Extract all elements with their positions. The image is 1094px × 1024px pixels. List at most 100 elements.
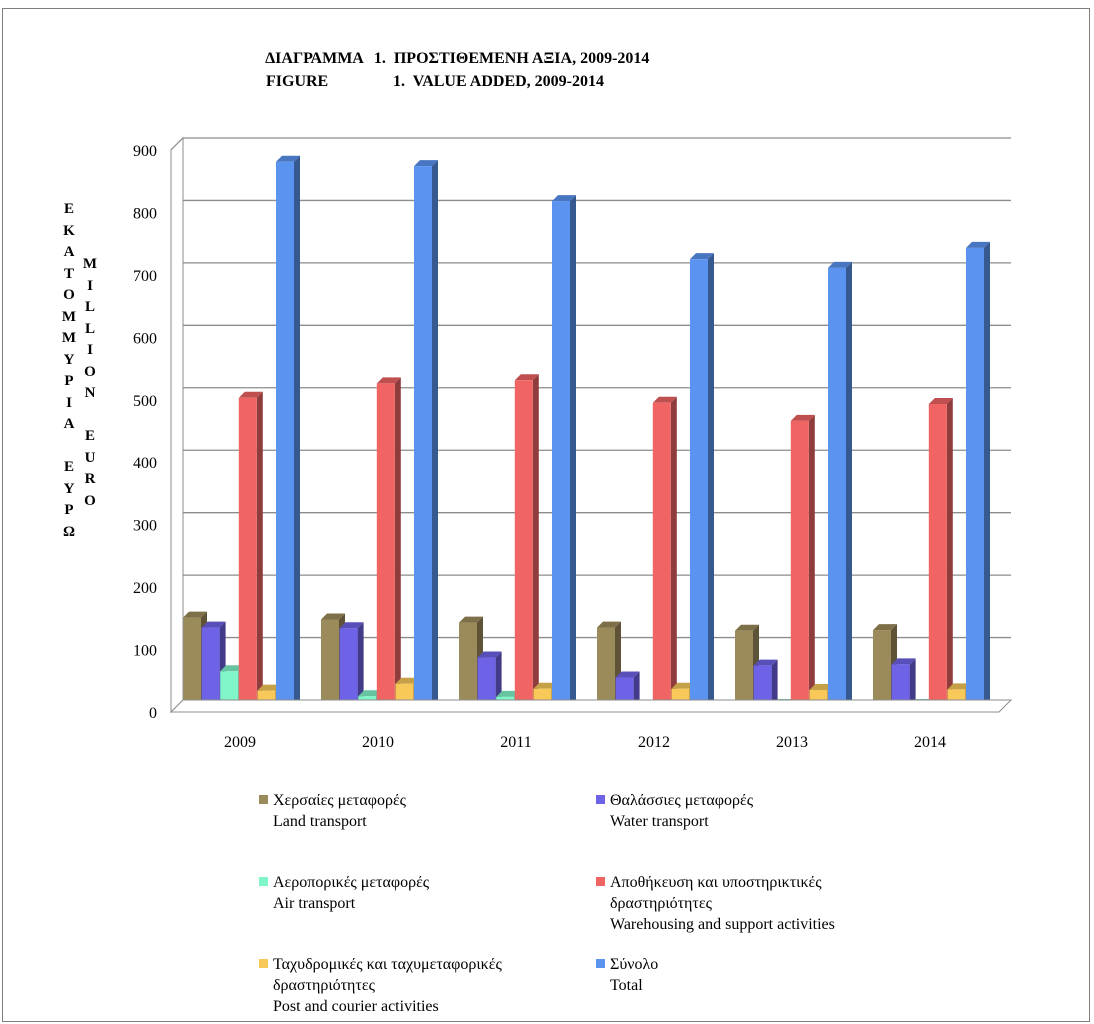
bar-top (276, 155, 300, 162)
x-tick-label: 2012 (638, 734, 670, 751)
y-tick-label: 0 (149, 705, 157, 722)
y-tick-label: 700 (133, 268, 157, 285)
bar-side (394, 377, 401, 710)
legend-label: Warehousing and support activities (610, 916, 835, 933)
bar-side (708, 253, 714, 710)
bar-top (790, 414, 815, 421)
bar-front (753, 665, 772, 710)
bar-top (201, 621, 226, 628)
x-tick-label: 2010 (362, 734, 394, 751)
legend-label: Αεροπορικές μεταφορές (273, 874, 430, 891)
y-axis-label-greek-letter: Υ (63, 480, 75, 497)
legend-label: Σύνολο (610, 956, 659, 973)
bar-front (735, 630, 753, 710)
chart-title-english: FIGURE 1. VALUE ADDED, 2009-2014 (258, 55, 604, 91)
title-english-label: FIGURE (266, 73, 329, 90)
bar-top (753, 659, 778, 666)
bar-front (891, 664, 910, 710)
bar-top (597, 621, 621, 628)
bar-top (652, 396, 677, 403)
y-axis-label-english-letter: L (84, 320, 95, 337)
bar-2014-3 (928, 398, 953, 710)
bar-2010-5 (414, 160, 438, 710)
y-axis-label-greek-letter: Ε (63, 459, 74, 475)
bar-top (514, 374, 539, 381)
bar-top (966, 241, 990, 248)
bar-front (652, 402, 671, 710)
bar-top (891, 658, 916, 665)
bar-front (690, 259, 708, 710)
bar-top (690, 253, 714, 260)
bar-front (414, 166, 432, 710)
y-axis-label-greek-letter: Α (63, 244, 75, 260)
bar-front (928, 404, 947, 710)
bar-side (357, 622, 364, 710)
bar-front (238, 397, 257, 710)
bar-side (771, 659, 778, 710)
bar-front (376, 383, 395, 710)
bar-front (339, 628, 358, 710)
y-axis-label-greek-letter: Κ (63, 222, 75, 239)
bar-front (828, 267, 846, 710)
bar-front (966, 247, 984, 710)
bar-2013-3 (790, 414, 815, 710)
legend-label: Post and courier activities (273, 998, 439, 1015)
bar-2012-3 (652, 396, 677, 710)
bar-front (514, 380, 533, 710)
y-tick-label: 600 (133, 330, 157, 347)
y-axis-label-english-letter: U (84, 449, 96, 466)
bar-top (395, 677, 420, 684)
bar-side (846, 261, 852, 710)
legend-label: Χερσαίες μεταφορές (273, 792, 407, 809)
bar-top (477, 651, 502, 658)
y-axis-label-english-letter: L (84, 299, 95, 315)
x-tick-label: 2011 (500, 734, 531, 751)
bar-top (238, 391, 263, 398)
bar-front (183, 617, 201, 710)
legend-swatch (259, 959, 268, 968)
bar-side (570, 195, 576, 711)
y-tick-label: 400 (133, 455, 157, 472)
y-axis-label-english-letter: O (84, 492, 96, 509)
bar-2011-5 (552, 195, 576, 711)
bar-top (615, 671, 640, 678)
legend-label: Θαλάσσιες μεταφορές (610, 792, 754, 809)
legend-label: δραστηριότητες (273, 977, 375, 994)
bar-side (909, 658, 916, 710)
bar-side (808, 414, 815, 710)
bar-top (220, 665, 245, 672)
bar-front (477, 657, 496, 710)
title-greek-label: ΔΙΑΓΡΑΜΜΑ (265, 50, 364, 67)
bar-top (321, 613, 345, 620)
bar-top (257, 684, 282, 691)
bar-top (552, 195, 576, 202)
y-tick-label: 300 (133, 518, 157, 535)
bar-front (552, 201, 570, 711)
y-tick-label: 100 (133, 643, 157, 660)
y-axis-label-greek-letter: Ω (62, 523, 75, 540)
legend-swatch (259, 877, 268, 886)
bar-front (276, 161, 294, 710)
bar-top (947, 683, 972, 690)
x-tick-label: 2013 (776, 734, 808, 751)
bar-front (201, 627, 220, 710)
bar-2014-1 (891, 658, 916, 710)
y-axis-label-english-letter: I (87, 277, 93, 294)
bar-side (670, 396, 677, 710)
bar-top (671, 682, 696, 689)
bar-2014-5 (966, 241, 990, 710)
bar-top (533, 682, 558, 689)
y-axis-label-english-letter: R (84, 471, 96, 487)
bar-2009-5 (276, 155, 300, 710)
y-tick-label: 900 (133, 143, 157, 160)
bar-2010-3 (376, 377, 401, 710)
y-axis-label-english-letter: E (84, 428, 95, 444)
y-axis-label-greek-letter: Α (63, 416, 75, 432)
y-axis-label-english-letter: M (82, 256, 98, 272)
y-axis-label-greek-letter: Τ (63, 265, 74, 282)
bar-top (873, 624, 897, 631)
legend-label: Ταχυδρομικές και ταχυμεταφορικές (273, 956, 502, 973)
y-axis-label-greek-letter: Μ (61, 330, 77, 346)
